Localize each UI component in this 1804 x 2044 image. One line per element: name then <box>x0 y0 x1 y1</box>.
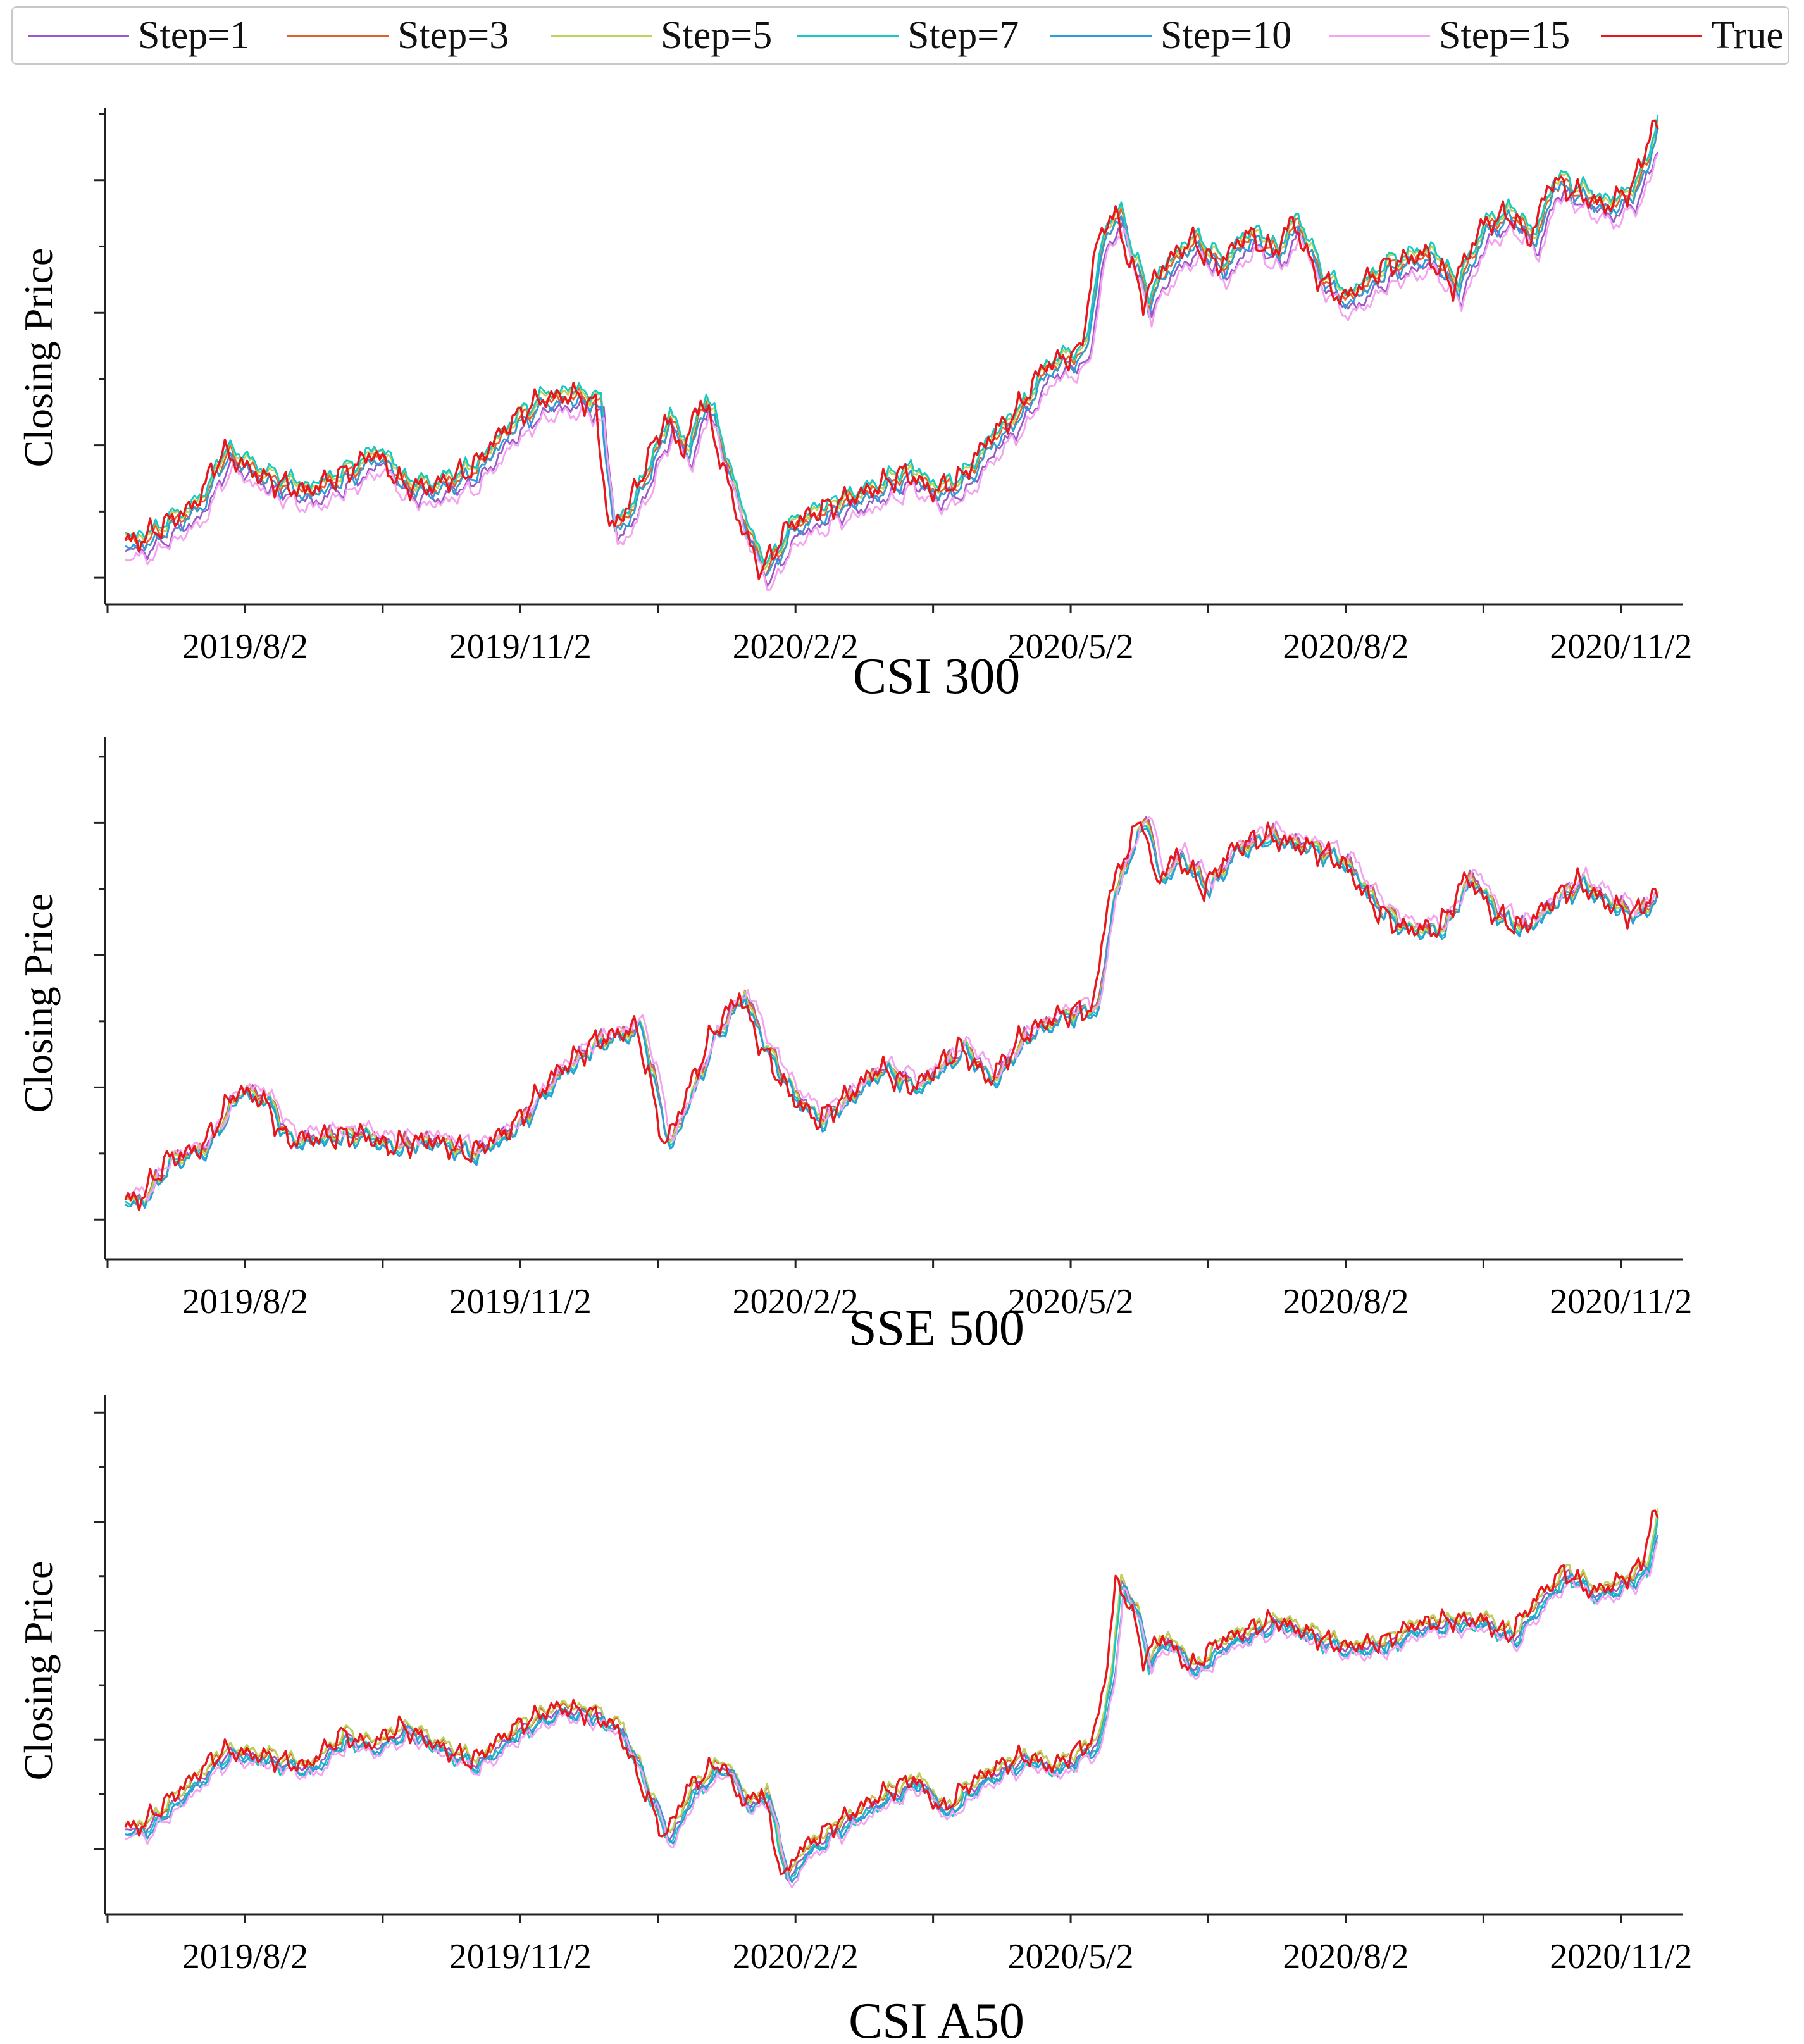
legend-item: Step=10 <box>1050 8 1291 63</box>
legend-label: Step=1 <box>138 14 250 57</box>
chart-csi300: 2019/8/2 2019/11/2 2020/2/2 2020/5/2 2020/8/… <box>16 108 1692 704</box>
x-tick-label: 2020/8/2 <box>1283 1282 1409 1321</box>
y-axis-label: Closing Price <box>16 1561 61 1781</box>
x-tick-label: 2019/11/2 <box>449 1282 592 1321</box>
series-line-true <box>124 119 1659 580</box>
chart-sse500: 2019/8/2 2019/11/2 2020/2/2 2020/5/2 2020/8/… <box>16 737 1692 1356</box>
chart-subtitle: SSE 500 <box>849 1300 1024 1356</box>
legend-label: Step=5 <box>661 14 773 57</box>
legend-swatch <box>287 34 389 37</box>
series-line-step-15 <box>125 153 1659 591</box>
series-line-step-3 <box>125 127 1659 578</box>
chart-subtitle: CSI A50 <box>849 1993 1024 2044</box>
legend-swatch <box>1329 34 1430 37</box>
legend-label: Step=15 <box>1439 14 1571 57</box>
series-line-step-5 <box>125 119 1659 571</box>
x-tick-label: 2020/2/2 <box>733 1937 859 1976</box>
series-line-step-1 <box>125 1518 1659 1883</box>
x-tick-label: 2019/8/2 <box>182 1937 308 1976</box>
series-line-step-10 <box>125 126 1659 577</box>
x-tick-label: 2020/5/2 <box>1008 1282 1134 1321</box>
legend-item: Step=15 <box>1329 8 1570 63</box>
legend-swatch <box>551 34 652 37</box>
y-axis-label: Closing Price <box>16 894 61 1113</box>
x-tick-label: 2020/11/2 <box>1550 1282 1692 1321</box>
x-tick-label: 2020/2/2 <box>733 627 859 666</box>
legend-swatch <box>1050 34 1152 37</box>
series-line-step-10 <box>125 827 1659 1209</box>
x-tick-label: 2020/5/2 <box>1008 1937 1134 1976</box>
legend-item: Step=7 <box>797 8 1019 63</box>
series-line-true <box>124 821 1659 1212</box>
series-line-true <box>124 1509 1659 1876</box>
legend-swatch <box>1601 34 1702 37</box>
legend-label: Step=3 <box>397 14 509 57</box>
legend-item: Step=1 <box>28 8 249 63</box>
chart-panel-csi300: 2019/8/2 2019/11/2 2020/2/2 2020/5/2 2020/8/… <box>0 70 1804 704</box>
legend-swatch <box>28 34 129 37</box>
legend-label: Step=10 <box>1160 14 1292 57</box>
series-line-step-1 <box>125 151 1659 587</box>
legend: Step=1 Step=3 Step=5 Step=7 Step=10 Step=15 Tr… <box>11 6 1789 65</box>
x-tick-label: 2020/11/2 <box>1550 1937 1692 1976</box>
legend-label: True <box>1711 14 1784 57</box>
legend-item: Step=3 <box>287 8 509 63</box>
legend-item: Step=5 <box>551 8 772 63</box>
series-line-step-7 <box>125 115 1659 566</box>
x-tick-label: 2019/8/2 <box>182 1282 308 1321</box>
series-line-step-7 <box>125 1517 1659 1882</box>
series-line-step-5 <box>125 1508 1659 1873</box>
x-tick-label: 2020/8/2 <box>1283 1937 1409 1976</box>
x-tick-label: 2020/2/2 <box>733 1282 859 1321</box>
legend-label: Step=7 <box>907 14 1019 57</box>
x-tick-label: 2020/8/2 <box>1283 627 1409 666</box>
series-line-step-10 <box>125 1535 1659 1883</box>
y-axis-label: Closing Price <box>16 248 61 468</box>
x-tick-label: 2020/11/2 <box>1550 627 1692 666</box>
legend-item: True <box>1601 8 1784 63</box>
chart-panel-sse500: 2019/8/2 2019/11/2 2020/2/2 2020/5/2 2020/8/… <box>0 702 1804 1356</box>
x-tick-label: 2019/11/2 <box>449 627 592 666</box>
chart-panel-csia50: 2019/8/2 2019/11/2 2020/2/2 2020/5/2 2020/8/… <box>0 1354 1804 2044</box>
series-line-step-15 <box>125 1540 1659 1889</box>
x-tick-label: 2019/11/2 <box>449 1937 592 1976</box>
chart-subtitle: CSI 300 <box>853 649 1021 704</box>
chart-csia50: 2019/8/2 2019/11/2 2020/2/2 2020/5/2 2020/8/… <box>16 1395 1692 2044</box>
legend-swatch <box>797 34 899 37</box>
x-tick-label: 2019/8/2 <box>182 627 308 666</box>
x-tick-label: 2020/5/2 <box>1008 627 1134 666</box>
series-line-step-3 <box>125 1510 1659 1875</box>
